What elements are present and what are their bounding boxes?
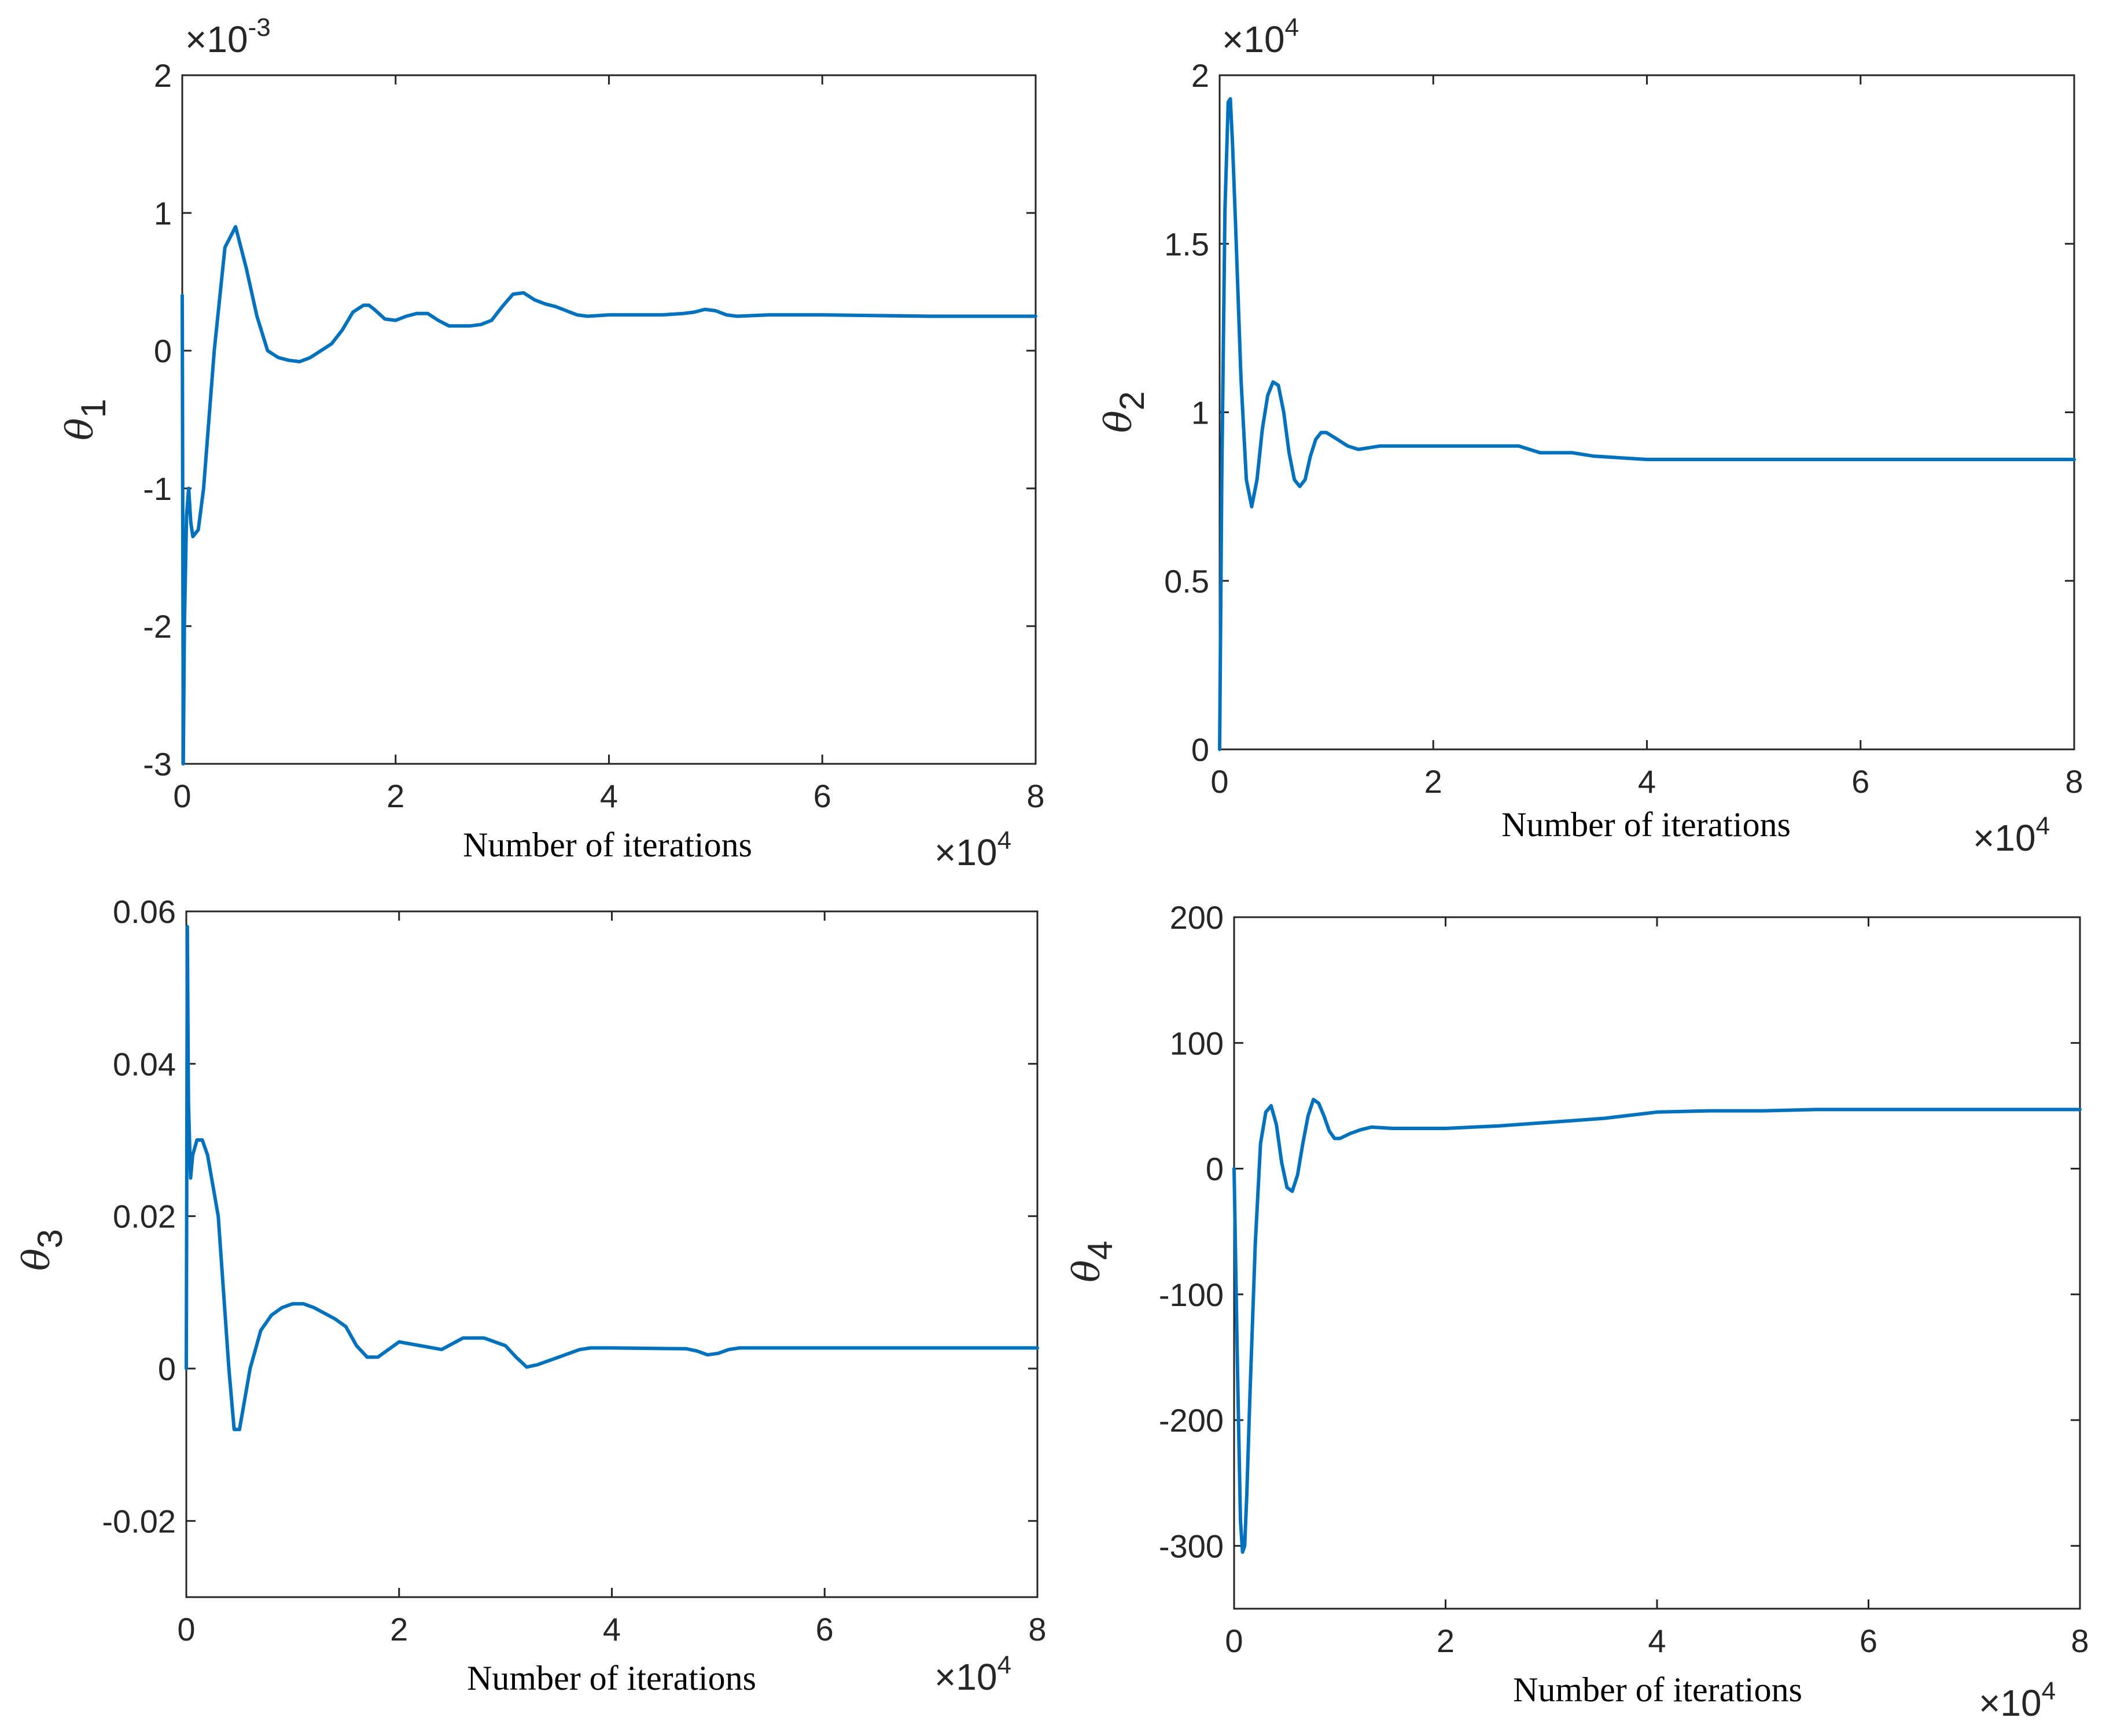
y-tick-label-theta3: 0.04: [113, 1046, 176, 1082]
x-tick-label-theta2: 6: [1851, 763, 1869, 800]
y-axis-label-theta4: θ4: [1066, 1241, 1120, 1282]
y-tick-label-theta1: -2: [143, 608, 172, 645]
series-line-theta4: [1232, 1098, 2082, 1554]
y-tick-label-theta2: 1.5: [1164, 226, 1209, 262]
x-tick-label-theta1: 8: [1026, 778, 1044, 814]
y-tick-label-theta1: -1: [143, 470, 172, 507]
x-tick-label-theta4: 8: [2071, 1623, 2089, 1659]
x-multiplier-theta2: ×104: [1973, 812, 2050, 859]
y-tick-label-theta3: 0.02: [113, 1198, 176, 1235]
x-tick-label-theta2: 0: [1210, 763, 1228, 800]
x-axis-label-theta3: Number of iterations: [467, 1659, 756, 1697]
panel-theta2: ×104 ×104 Number of iterations θ2 0 2 4 6 8 0…: [1098, 13, 2083, 859]
x-tick-label-theta4: 2: [1437, 1623, 1455, 1659]
x-tick-label-theta2: 8: [2065, 763, 2083, 800]
y-tick-label-theta2: 2: [1191, 57, 1209, 94]
y-axis-label-theta2: θ2: [1098, 391, 1151, 433]
y-tick-label-theta2: 0.5: [1164, 563, 1209, 599]
y-tick-label-theta4: -300: [1159, 1528, 1224, 1564]
y-multiplier-theta2: ×104: [1222, 13, 1299, 60]
x-axis-label-theta4: Number of iterations: [1513, 1671, 1802, 1709]
y-axis-label-theta1: θ1: [59, 399, 113, 440]
y-tick-label-theta3: -0.02: [102, 1503, 176, 1539]
y-tick-label-theta1: 2: [154, 57, 172, 94]
y-tick-label-theta4: -200: [1159, 1402, 1224, 1439]
x-tick-label-theta1: 4: [600, 778, 618, 814]
panel-theta3: ×104 Number of iterations θ3 0 2 4 6 8 -0.02 0…: [16, 893, 1047, 1698]
x-tick-label-theta3: 0: [177, 1611, 195, 1647]
x-multiplier-theta1: ×104: [934, 826, 1011, 873]
y-tick-label-theta2: 0: [1191, 731, 1209, 768]
x-axis-label-theta2: Number of iterations: [1501, 806, 1791, 844]
x-tick-label-theta3: 8: [1028, 1611, 1046, 1647]
x-tick-label-theta3: 4: [603, 1611, 621, 1647]
y-tick-label-theta4: 0: [1206, 1151, 1224, 1187]
x-tick-label-theta2: 4: [1638, 763, 1656, 800]
y-multiplier-theta1: ×10-3: [185, 13, 271, 60]
y-axis-label-theta3: θ3: [16, 1229, 69, 1271]
series-line-theta1: [181, 225, 1037, 766]
x-tick-label-theta3: 6: [816, 1611, 834, 1647]
x-multiplier-theta3: ×104: [934, 1651, 1011, 1698]
y-tick-label-theta2: 1: [1191, 395, 1209, 431]
x-tick-label-theta2: 2: [1424, 763, 1442, 800]
x-axis-label-theta1: Number of iterations: [463, 826, 752, 864]
x-tick-label-theta4: 0: [1225, 1623, 1243, 1659]
x-tick-label-theta4: 4: [1648, 1623, 1666, 1659]
panel-theta1: ×10-3 ×104 Number of iterations θ1 0 2 4 6 8…: [59, 13, 1045, 873]
x-tick-label-theta1: 6: [813, 778, 831, 814]
y-tick-label-theta4: -100: [1159, 1277, 1224, 1313]
x-tick-label-theta1: 0: [173, 778, 191, 814]
x-tick-label-theta4: 6: [1860, 1623, 1877, 1659]
y-tick-label-theta1: 1: [154, 195, 172, 231]
y-tick-label-theta3: 0.06: [113, 893, 176, 930]
x-multiplier-theta4: ×104: [1979, 1677, 2056, 1724]
series-line-theta3: [185, 925, 1039, 1432]
y-tick-label-theta4: 100: [1170, 1025, 1224, 1061]
y-tick-label-theta1: 0: [154, 333, 172, 369]
y-tick-label-theta4: 200: [1170, 899, 1224, 936]
panel-theta4: ×104 Number of iterations θ4 0 2 4 6 8 -300 -2…: [1066, 899, 2089, 1724]
y-tick-label-theta3: 0: [158, 1351, 176, 1387]
y-tick-label-theta1: -3: [143, 746, 172, 782]
x-tick-label-theta3: 2: [390, 1611, 408, 1647]
x-tick-label-theta1: 2: [386, 778, 404, 814]
series-line-theta2: [1218, 97, 2076, 751]
